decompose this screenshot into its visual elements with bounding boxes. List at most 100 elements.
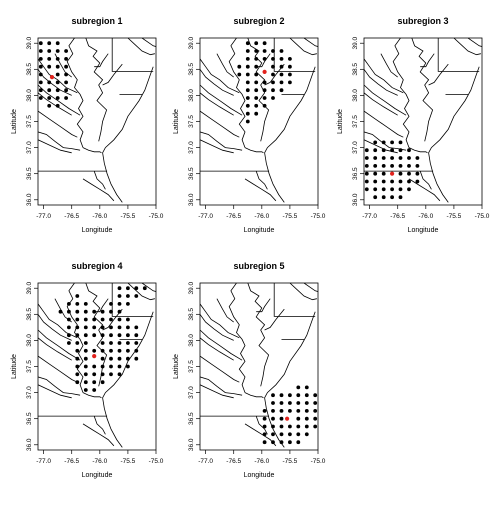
coastline-map (38, 283, 156, 448)
coastline-map (38, 38, 156, 203)
y-tick-label: 39.0 (188, 37, 195, 50)
center-point (262, 69, 267, 74)
grid-point (117, 309, 122, 314)
coastline-inland-sound (244, 178, 277, 202)
y-tick-label: 38.5 (352, 63, 359, 76)
coastline-sound-b (93, 415, 106, 435)
grid-point (390, 148, 394, 153)
coastline-md-de-border (273, 283, 316, 317)
coastline-md-de-border (437, 38, 480, 72)
grid-point (296, 424, 301, 429)
grid-point (134, 348, 139, 353)
grid-point (245, 96, 250, 100)
grid-point (313, 409, 318, 413)
grid-point (109, 341, 113, 345)
center-point (390, 171, 395, 176)
coastline-river-rappahannock (38, 84, 81, 116)
coastline-nanticoke (264, 63, 285, 86)
y-axis-label: Latitude (173, 109, 180, 134)
grid-point (47, 80, 52, 85)
grid-point (117, 302, 122, 306)
coastline-river-rappahannock-s (200, 92, 234, 116)
grid-point (254, 72, 259, 77)
coastline-delaware-bay (453, 38, 481, 56)
grid-point (64, 49, 68, 53)
coastline-norfolk-shore (244, 392, 264, 399)
grid-point (55, 88, 60, 93)
coastline-choptank (256, 298, 271, 313)
grid-point (381, 195, 386, 200)
grid-point (304, 409, 309, 413)
grid-point (381, 148, 386, 153)
grid-point (67, 317, 71, 322)
grid-point (296, 440, 301, 445)
x-axis-label: Longitude (82, 227, 113, 234)
grid-point (55, 41, 60, 46)
grid-point (245, 41, 250, 46)
grid-point (100, 356, 105, 361)
grid-point (83, 356, 88, 361)
y-tick-label: 38.0 (188, 89, 195, 102)
grid-point (313, 424, 318, 429)
grid-point (47, 96, 52, 100)
grid-point (117, 372, 122, 377)
grid-point (38, 41, 43, 46)
grid-point (83, 364, 88, 369)
coastline-choptank (94, 298, 109, 313)
grid-point (126, 333, 130, 338)
grid-point (288, 393, 292, 398)
grid-point (92, 372, 97, 377)
x-tick-label: -77.0 (198, 458, 213, 465)
grid-point (279, 57, 284, 61)
coastline-bay-west (66, 38, 84, 148)
grid-point (117, 333, 122, 338)
grid-points (237, 41, 292, 124)
grid-point (47, 88, 52, 93)
grid-point (109, 302, 113, 306)
grid-point (262, 57, 267, 61)
y-tick-label: 39.0 (26, 37, 33, 50)
grid-point (407, 171, 411, 176)
grid-point (245, 111, 250, 116)
grid-point (100, 364, 105, 369)
coastline-river-james-s (200, 384, 234, 399)
grid-point (75, 380, 80, 385)
grid-point (109, 356, 113, 361)
grid-point (364, 171, 369, 176)
panel-frame (199, 37, 319, 206)
y-tick-label: 38.0 (26, 334, 33, 347)
grid-point (245, 57, 250, 61)
coastline-river-patuxent (216, 53, 234, 78)
grid-point (390, 156, 394, 160)
grid-point (262, 49, 267, 53)
grid-point (237, 72, 242, 77)
grid-point (390, 179, 394, 184)
grid-point (271, 401, 275, 405)
grid-points (364, 140, 420, 200)
grid-point (390, 195, 394, 200)
grid-point (38, 49, 43, 53)
grid-point (279, 409, 284, 413)
grid-point (271, 72, 275, 77)
coastline-norfolk-shore (244, 147, 264, 154)
coastline-sound-b (255, 170, 268, 190)
x-axis-label: Longitude (82, 472, 113, 479)
grid-point (279, 424, 284, 429)
x-tick-label: -76.5 (226, 213, 241, 220)
grid-point (245, 80, 250, 85)
grid-point (254, 49, 259, 53)
grid-point (245, 49, 250, 53)
grid-point (407, 156, 411, 160)
grid-point (245, 72, 250, 77)
y-tick-label: 37.0 (26, 141, 33, 154)
coastline-md-de-border (273, 38, 316, 72)
grid-point (83, 317, 88, 322)
grid-point (296, 432, 301, 437)
grid-point (271, 88, 275, 93)
grid-point (398, 164, 403, 168)
grid-point (279, 440, 284, 445)
grid-point (381, 179, 386, 184)
grid-point (279, 393, 284, 398)
y-tick-label: 38.5 (26, 308, 33, 321)
grid-point (83, 325, 88, 330)
